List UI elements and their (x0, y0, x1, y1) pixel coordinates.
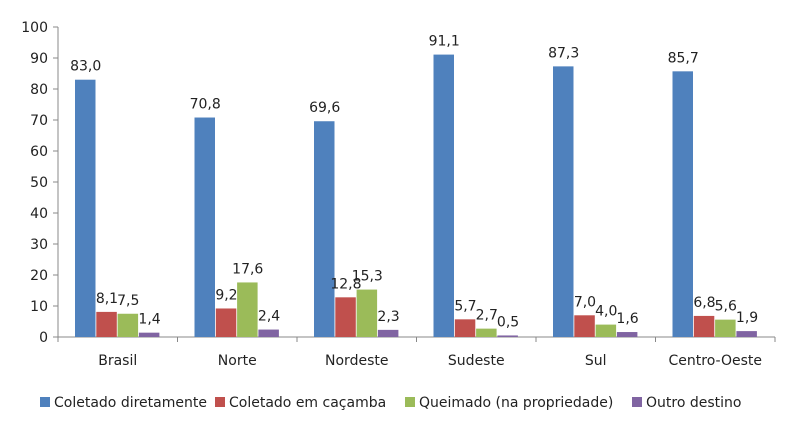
bar-outro-destino-brasil (138, 332, 160, 337)
bar-outro-destino-norte (258, 329, 279, 337)
y-tick-label: 20 (30, 268, 48, 284)
y-tick-label: 10 (30, 299, 48, 315)
legend-swatch (632, 397, 642, 407)
legend-swatch (405, 397, 415, 407)
bar-queimado-na-propriedade--nordeste (356, 289, 378, 337)
data-label: 2,7 (476, 308, 498, 324)
legend-label: Coletado diretamente (54, 395, 207, 411)
bar-coletado-em-ca-amba-sul (574, 315, 595, 337)
data-label: 2,3 (377, 309, 399, 325)
bar-outro-destino-sudeste (497, 335, 518, 337)
bar-queimado-na-propriedade--brasil (117, 313, 139, 337)
bar-queimado-na-propriedade--norte (237, 282, 258, 337)
axes: 0 10 20 30 40 50 60 70 80 90 100 Brasil Norte Nordest… (21, 20, 776, 369)
x-category-label: Sudeste (448, 353, 505, 369)
bar-queimado-na-propriedade--sul (595, 324, 617, 337)
y-tick-label: 0 (39, 330, 48, 346)
y-tick-label: 50 (30, 175, 48, 191)
bar-outro-destino-centro-oeste (736, 331, 757, 337)
y-tick-label: 60 (30, 144, 48, 160)
y-tick-label: 80 (30, 82, 48, 98)
y-tick-label: 100 (21, 20, 48, 36)
bar-coletado-em-ca-amba-nordeste (335, 297, 356, 337)
legend-swatch (40, 397, 50, 407)
bar-coletado-diretamente-norte (194, 117, 215, 338)
data-label: 70,8 (190, 97, 221, 113)
data-label: 15,3 (352, 269, 383, 285)
data-label: 5,6 (715, 299, 737, 315)
data-label: 0,5 (497, 314, 519, 330)
data-label: 1,4 (138, 312, 160, 328)
bars (75, 54, 757, 338)
bar-queimado-na-propriedade--centro-oeste (715, 319, 736, 337)
data-label: 1,6 (616, 311, 638, 327)
data-label: 5,7 (454, 298, 476, 314)
data-label: 2,4 (258, 309, 280, 325)
x-category-label: Norte (218, 353, 257, 369)
x-category-label: Centro-Oeste (669, 353, 763, 369)
y-tick-label: 90 (30, 51, 48, 67)
data-label: 8,1 (96, 291, 118, 307)
y-tick-label: 30 (30, 237, 48, 253)
data-label: 83,0 (70, 59, 101, 75)
data-label: 17,6 (232, 261, 263, 277)
data-label: 69,6 (309, 100, 340, 116)
bar-outro-destino-nordeste (377, 329, 399, 337)
legend-label: Coletado em caçamba (229, 395, 386, 411)
bar-coletado-em-ca-amba-brasil (96, 311, 117, 337)
bar-coletado-em-ca-amba-centro-oeste (693, 315, 715, 337)
x-category-label: Sul (585, 353, 607, 369)
bar-coletado-diretamente-brasil (75, 79, 96, 337)
data-label: 6,8 (693, 295, 715, 311)
bar-outro-destino-sul (616, 332, 638, 337)
data-label: 85,7 (668, 50, 699, 66)
data-label: 1,9 (736, 310, 758, 326)
y-tick-label: 70 (30, 113, 48, 129)
bar-coletado-diretamente-sul (553, 66, 574, 338)
y-tick-label: 40 (30, 206, 48, 222)
x-category-label: Nordeste (325, 353, 388, 369)
bar-coletado-diretamente-centro-oeste (672, 71, 693, 337)
data-labels: 83,0 70,8 69,6 91,1 87,3 85,7 8,1 9,2 12,8 5,7 7,0… (70, 34, 758, 331)
bar-coletado-em-ca-amba-norte (215, 308, 237, 337)
legend-label: Queimado (na propriedade) (419, 395, 613, 411)
data-label: 9,2 (215, 287, 237, 303)
data-label: 7,0 (574, 294, 596, 310)
data-label: 12,8 (330, 276, 361, 292)
data-label: 87,3 (548, 45, 579, 61)
bar-queimado-na-propriedade--sudeste (476, 328, 497, 337)
x-category-label: Brasil (98, 353, 137, 369)
data-label: 91,1 (429, 34, 460, 50)
bar-coletado-em-ca-amba-sudeste (454, 319, 476, 337)
data-label: 7,5 (117, 293, 139, 309)
bar-coletado-diretamente-nordeste (314, 121, 335, 338)
legend-label: Outro destino (646, 395, 741, 411)
bar-coletado-diretamente-sudeste (433, 54, 454, 338)
legend: Coletado diretamente Coletado em caçamba Q… (40, 395, 741, 411)
data-label: 4,0 (595, 304, 617, 320)
legend-swatch (215, 397, 225, 407)
